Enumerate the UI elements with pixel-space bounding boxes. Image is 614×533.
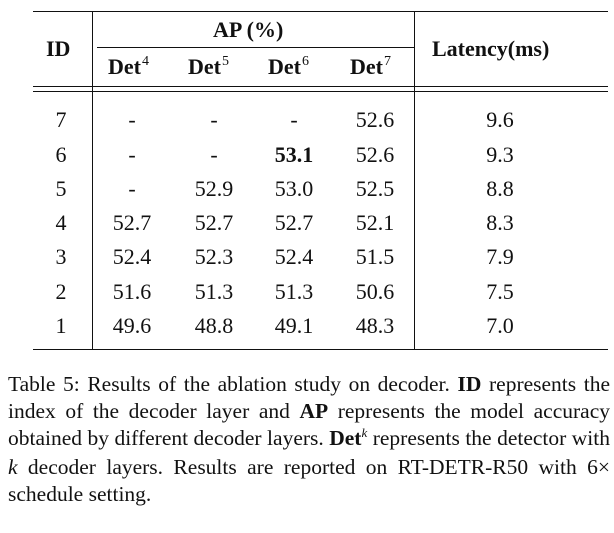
det6-cell: 53.0 (274, 176, 314, 201)
det5-cell: 52.9 (194, 176, 234, 201)
det5-cell: 52.3 (194, 244, 234, 269)
caption-det-term: Det (329, 426, 362, 450)
det-label: Det (188, 54, 221, 79)
det-superscript: 7 (383, 54, 391, 69)
det-superscript: 5 (221, 54, 229, 69)
det4-header: Det4 (108, 54, 149, 79)
det4-cell: - (128, 107, 136, 132)
det6-cell: 49.1 (274, 313, 314, 338)
latency-cell: 8.3 (486, 210, 514, 235)
det-superscript: 4 (141, 54, 149, 69)
det-superscript: 6 (301, 54, 309, 69)
det7-cell: 52.5 (355, 176, 395, 201)
caption-text: Table 5: Results of the ablation study o… (8, 372, 458, 396)
latency-cell: 7.0 (486, 313, 514, 338)
det7-cell: 52.1 (355, 210, 395, 235)
caption-text: decoder layers. Results are reported on … (8, 455, 610, 506)
caption-id-term: ID (457, 372, 482, 396)
det-label: Det (350, 54, 383, 79)
det7-cell: 52.6 (355, 142, 395, 167)
det5-cell: 51.3 (194, 279, 234, 304)
det4-cell: 52.7 (112, 210, 152, 235)
row-id-cell: 1 (55, 313, 67, 338)
det7-header: Det7 (350, 54, 391, 79)
det6-header: Det6 (268, 54, 309, 79)
column-divider-left (92, 11, 94, 350)
row-id-cell: 4 (55, 210, 67, 235)
latency-header: Latency(ms) (432, 36, 550, 61)
det-label: Det (268, 54, 301, 79)
caption-text: represents the model accuracy obtained b… (8, 399, 610, 450)
latency-cell: 9.3 (486, 142, 514, 167)
caption-ap-term: AP (299, 399, 329, 423)
det7-cell: 48.3 (355, 313, 395, 338)
latency-cell: 7.5 (486, 279, 514, 304)
caption-text: represents the detector with (367, 426, 610, 450)
ap-header: AP (%) (213, 17, 284, 42)
det7-cell: 51.5 (355, 244, 395, 269)
det5-header: Det5 (188, 54, 229, 79)
det5-cell: 52.7 (194, 210, 234, 235)
det5-cell: - (210, 142, 218, 167)
row-id-cell: 6 (55, 142, 67, 167)
det6-cell: 51.3 (274, 279, 314, 304)
ap-header-rule (97, 47, 415, 49)
latency-cell: 8.8 (486, 176, 514, 201)
column-divider-right (414, 11, 416, 350)
id-header: ID (46, 36, 71, 61)
det6-cell: 52.7 (274, 210, 314, 235)
table-top-rule (33, 11, 608, 13)
caption-k-variable: k (8, 455, 18, 479)
header-double-rule-top (33, 86, 608, 88)
latency-cell: 7.9 (486, 244, 514, 269)
header-double-rule-bottom (33, 91, 608, 93)
row-id-cell: 3 (55, 244, 67, 269)
det6-cell: - (290, 107, 298, 132)
det-label: Det (108, 54, 141, 79)
det4-cell: - (128, 142, 136, 167)
det4-cell: 52.4 (112, 244, 152, 269)
row-id-cell: 5 (55, 176, 67, 201)
row-id-cell: 2 (55, 279, 67, 304)
det7-cell: 52.6 (355, 107, 395, 132)
det4-cell: 49.6 (112, 313, 152, 338)
det5-cell: - (210, 107, 218, 132)
latency-cell: 9.6 (486, 107, 514, 132)
caption-text: represents the index of the decoder laye… (8, 372, 610, 423)
det6-cell: 53.1 (274, 142, 314, 167)
det4-cell: 51.6 (112, 279, 152, 304)
det4-cell: - (128, 176, 136, 201)
row-id-cell: 7 (55, 107, 67, 132)
table-caption: Table 5: Results of the ablation study o… (8, 371, 610, 508)
caption-det-superscript: k (361, 425, 368, 440)
det5-cell: 48.8 (194, 313, 234, 338)
det7-cell: 50.6 (355, 279, 395, 304)
det6-cell: 52.4 (274, 244, 314, 269)
table-bottom-rule (33, 349, 608, 351)
